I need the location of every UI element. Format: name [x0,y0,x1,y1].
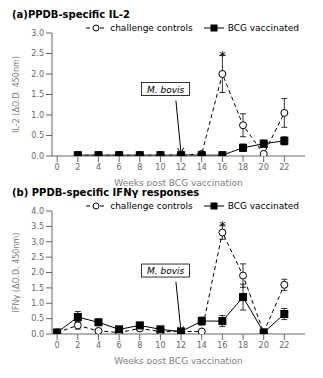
svg-text:2.5: 2.5 [31,253,44,262]
svg-text:22: 22 [279,341,289,350]
svg-text:14: 14 [197,341,207,350]
svg-text:M. bovis: M. bovis [147,266,185,276]
svg-text:*: * [219,48,226,63]
svg-text:4: 4 [96,341,101,350]
svg-text:6: 6 [117,341,122,350]
svg-text:0: 0 [55,163,60,172]
svg-text:10: 10 [155,163,165,172]
svg-text:IFNγ (ΔO.D. 450nm): IFNγ (ΔO.D. 450nm) [12,233,21,313]
svg-text:4: 4 [96,163,101,172]
svg-text:2.0: 2.0 [31,70,44,79]
svg-text:20: 20 [259,341,269,350]
svg-text:M. bovis: M. bovis [147,85,185,95]
svg-text:6: 6 [117,163,122,172]
svg-text:10: 10 [155,341,165,350]
svg-text:16: 16 [217,341,227,350]
svg-text:22: 22 [279,163,289,172]
svg-text:0: 0 [55,341,60,350]
html-text:(b) PPDB-specific IFNγ respons: (b) PPDB-specific IFNγ responses [12,187,200,198]
svg-text:12: 12 [176,341,186,350]
svg-text:2.5: 2.5 [31,49,44,58]
html-text:(a)PPDB-specific IL-2: (a)PPDB-specific IL-2 [12,9,130,20]
svg-text:1.5: 1.5 [31,90,44,99]
svg-text:8: 8 [137,163,142,172]
svg-text:0.5: 0.5 [31,131,44,140]
svg-text:20: 20 [259,163,269,172]
svg-text:2: 2 [75,341,80,350]
svg-text:3.0: 3.0 [31,238,44,247]
svg-text:Weeks post BCG vaccination: Weeks post BCG vaccination [114,178,242,186]
svg-text:1.0: 1.0 [31,111,44,120]
svg-text:18: 18 [238,163,248,172]
svg-text:Weeks post BCG vaccination: Weeks post BCG vaccination [114,356,242,364]
svg-text:0.0: 0.0 [31,152,44,161]
svg-text:12: 12 [176,163,186,172]
html-text:challenge controls: challenge controls [110,23,193,33]
svg-text:1.5: 1.5 [31,284,44,293]
html-text:BCG vaccinated: BCG vaccinated [227,23,299,33]
svg-text:2.0: 2.0 [31,268,44,277]
svg-text:2: 2 [75,163,80,172]
svg-text:18: 18 [238,341,248,350]
svg-text:16: 16 [217,163,227,172]
svg-text:1.0: 1.0 [31,299,44,308]
svg-text:3.0: 3.0 [31,29,44,38]
html-text:challenge controls: challenge controls [110,201,193,211]
svg-text:14: 14 [197,163,207,172]
svg-text:4.0: 4.0 [31,207,44,216]
svg-text:3.5: 3.5 [31,222,44,231]
html-text:BCG vaccinated: BCG vaccinated [227,201,299,211]
svg-text:IL-2 (ΔO.D. 450nm): IL-2 (ΔO.D. 450nm) [12,56,21,133]
svg-text:0.5: 0.5 [31,314,44,323]
svg-text:8: 8 [137,341,142,350]
svg-text:0.0: 0.0 [31,330,44,339]
